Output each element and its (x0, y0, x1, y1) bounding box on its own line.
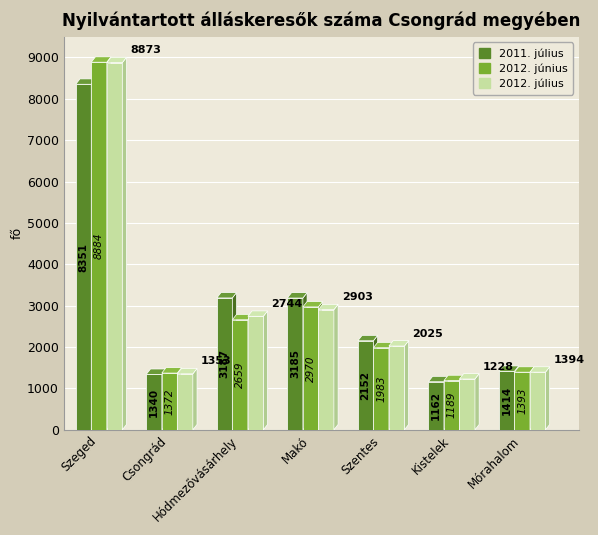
Polygon shape (358, 341, 373, 430)
Polygon shape (177, 374, 193, 430)
Text: 8873: 8873 (130, 45, 161, 55)
Polygon shape (334, 304, 338, 430)
Text: 3185: 3185 (290, 349, 300, 378)
Polygon shape (428, 376, 448, 382)
Legend: 2011. július, 2012. június, 2012. július: 2011. július, 2012. június, 2012. július (473, 42, 573, 95)
Polygon shape (373, 342, 393, 348)
Polygon shape (499, 371, 514, 430)
Polygon shape (193, 369, 197, 430)
Polygon shape (499, 366, 518, 371)
Text: 1162: 1162 (431, 391, 441, 421)
Polygon shape (232, 293, 237, 430)
Polygon shape (107, 63, 122, 430)
Polygon shape (530, 367, 550, 372)
Polygon shape (248, 315, 252, 430)
Polygon shape (545, 367, 550, 430)
Text: 8884: 8884 (94, 233, 104, 259)
Polygon shape (91, 62, 107, 430)
Polygon shape (107, 57, 127, 63)
Polygon shape (177, 368, 182, 430)
Text: 1983: 1983 (376, 376, 386, 402)
Polygon shape (263, 311, 267, 430)
Text: 1340: 1340 (149, 387, 159, 417)
Polygon shape (76, 85, 91, 430)
Polygon shape (122, 57, 127, 430)
Polygon shape (217, 298, 232, 430)
Polygon shape (514, 372, 530, 430)
Polygon shape (303, 293, 307, 430)
Polygon shape (459, 375, 463, 430)
Polygon shape (162, 369, 166, 430)
Text: 2744: 2744 (271, 299, 303, 309)
Polygon shape (147, 374, 162, 430)
Text: 2152: 2152 (361, 371, 371, 400)
Polygon shape (318, 302, 322, 430)
Polygon shape (444, 380, 459, 430)
Polygon shape (318, 304, 338, 310)
Polygon shape (358, 335, 377, 341)
Text: 8351: 8351 (78, 242, 89, 272)
Text: 3187: 3187 (219, 349, 230, 378)
Text: 1393: 1393 (517, 388, 527, 414)
Polygon shape (232, 315, 252, 320)
Text: 1189: 1189 (447, 392, 457, 418)
Polygon shape (459, 379, 475, 430)
Polygon shape (530, 367, 534, 430)
Polygon shape (287, 293, 307, 298)
Polygon shape (217, 293, 237, 298)
Polygon shape (389, 341, 408, 346)
Y-axis label: fő: fő (11, 227, 24, 239)
Polygon shape (475, 373, 479, 430)
Polygon shape (514, 366, 518, 430)
Polygon shape (177, 369, 197, 374)
Polygon shape (444, 376, 448, 430)
Polygon shape (404, 341, 408, 430)
Polygon shape (162, 373, 177, 430)
Polygon shape (248, 311, 267, 316)
Polygon shape (444, 375, 463, 380)
Polygon shape (514, 367, 534, 372)
Polygon shape (428, 382, 444, 430)
Text: 2025: 2025 (412, 328, 443, 339)
Polygon shape (373, 348, 389, 430)
Polygon shape (248, 316, 263, 430)
Polygon shape (303, 302, 322, 307)
Polygon shape (530, 372, 545, 430)
Polygon shape (459, 373, 479, 379)
Polygon shape (91, 57, 111, 62)
Polygon shape (318, 310, 334, 430)
Polygon shape (91, 79, 96, 430)
Text: 1372: 1372 (164, 388, 175, 415)
Polygon shape (287, 298, 303, 430)
Text: 1394: 1394 (553, 355, 584, 365)
Polygon shape (389, 346, 404, 430)
Text: 1228: 1228 (483, 362, 514, 372)
Text: 2970: 2970 (306, 355, 316, 381)
Polygon shape (162, 368, 182, 373)
Title: Nyilvántartott álláskeresők száma Csongrád megyében: Nyilvántartott álláskeresők száma Csongr… (62, 11, 581, 29)
Text: 2659: 2659 (235, 362, 245, 388)
Polygon shape (389, 342, 393, 430)
Polygon shape (303, 307, 318, 430)
Polygon shape (107, 57, 111, 430)
Polygon shape (147, 369, 166, 374)
Text: 2903: 2903 (341, 292, 373, 302)
Polygon shape (76, 79, 96, 85)
Polygon shape (232, 320, 248, 430)
Text: 1414: 1414 (502, 386, 512, 415)
Polygon shape (373, 335, 377, 430)
Text: 1353: 1353 (200, 356, 231, 366)
